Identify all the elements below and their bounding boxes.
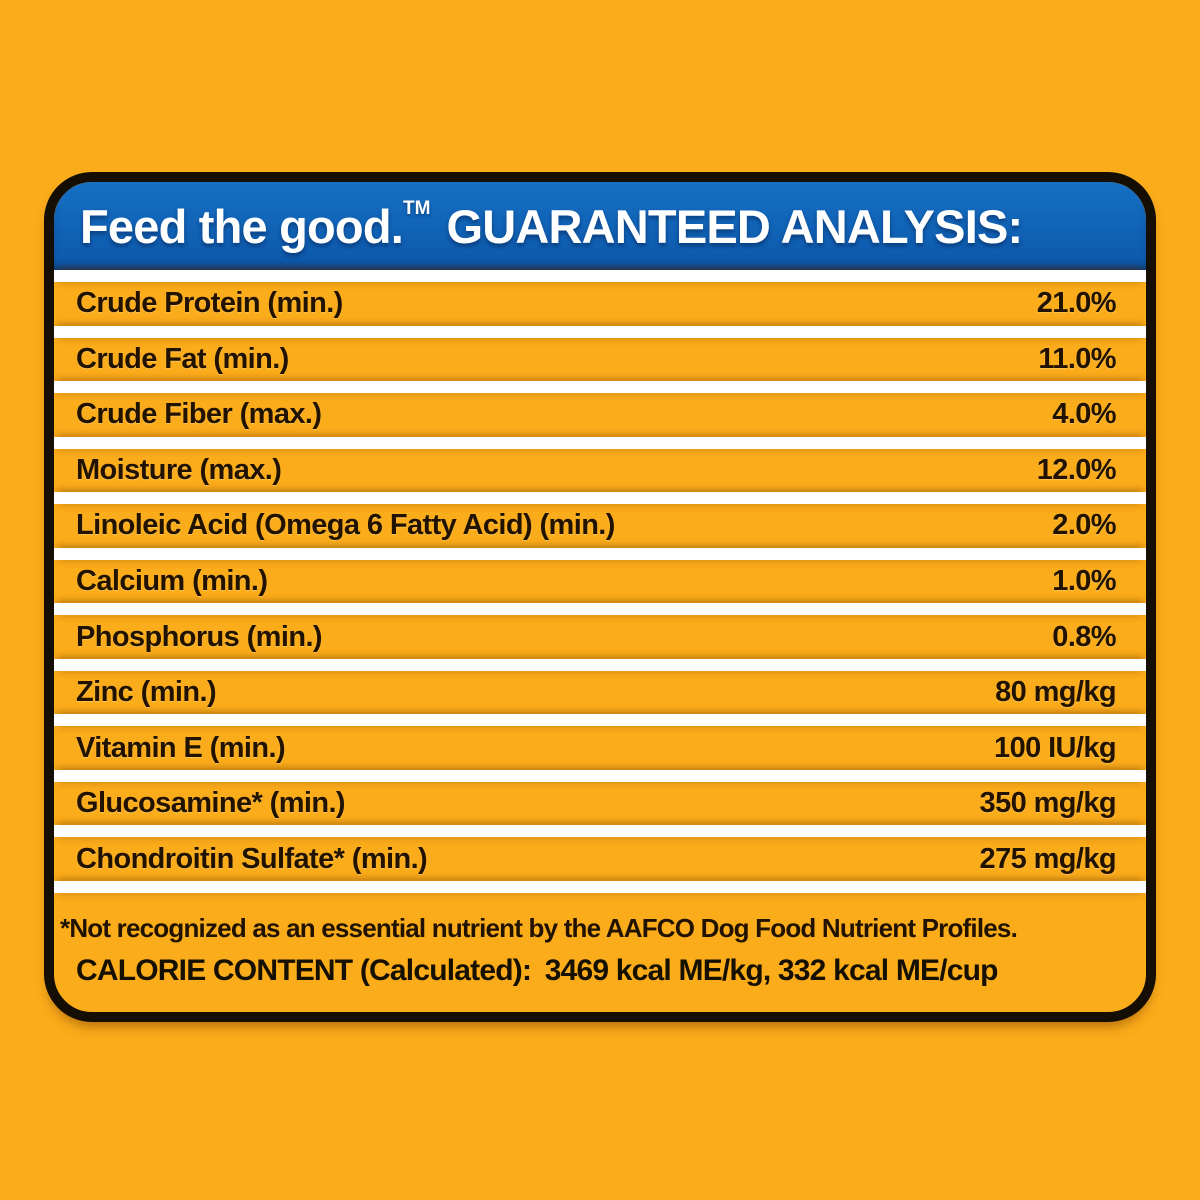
row-separator: [54, 714, 1146, 727]
analysis-row-crude-protein: Crude Protein (min.) 21.0%: [54, 282, 1146, 326]
analysis-row-phosphorus: Phosphorus (min.) 0.8%: [54, 615, 1146, 659]
nutrient-value: 275 mg/kg: [979, 842, 1117, 875]
analysis-row-crude-fiber: Crude Fiber (max.) 4.0%: [54, 393, 1146, 437]
analysis-row-moisture: Moisture (max.) 12.0%: [54, 449, 1146, 493]
nutrient-value: 1.0%: [1052, 565, 1116, 597]
row-separator: [54, 381, 1146, 394]
nutrient-label: Calcium (min.): [76, 565, 268, 597]
analysis-row-glucosamine: Glucosamine* (min.) 350 mg/kg: [54, 782, 1146, 826]
analysis-row-chondroitin-sulfate: Chondroitin Sulfate* (min.) 275 mg/kg: [54, 837, 1146, 881]
row-separator: [54, 658, 1146, 671]
row-separator: [54, 825, 1146, 838]
panel-footer: *Not recognized as an essential nutrient…: [54, 893, 1146, 1012]
trademark-symbol: TM: [403, 198, 431, 219]
nutrient-value: 21.0%: [1036, 287, 1117, 320]
nutrient-value: 0.8%: [1052, 620, 1116, 653]
analysis-row-zinc: Zinc (min.) 80 mg/kg: [54, 671, 1146, 715]
nutrient-value: 350 mg/kg: [979, 787, 1117, 820]
brand-slogan: Feed the good.: [80, 199, 404, 253]
nutrient-label: Chondroitin Sulfate* (min.): [76, 842, 428, 875]
nutrient-value: 80 mg/kg: [995, 676, 1117, 709]
calorie-content-line: CALORIE CONTENT (Calculated): 3469 kcal …: [60, 954, 1124, 988]
row-separator: [54, 492, 1146, 505]
analysis-row-calcium: Calcium (min.) 1.0%: [54, 560, 1146, 604]
nutrient-label: Crude Protein (min.): [76, 287, 343, 320]
nutrient-label: Crude Fiber (max.): [76, 398, 322, 431]
nutrient-label: Phosphorus (min.): [76, 620, 323, 653]
header-separator: [54, 270, 1146, 282]
nutrient-label: Linoleic Acid (Omega 6 Fatty Acid) (min.…: [76, 509, 615, 542]
nutrient-value: 11.0%: [1038, 342, 1116, 375]
panel-header: Feed the good. TM GUARANTEED ANALYSIS:: [54, 182, 1146, 270]
panel-title: GUARANTEED ANALYSIS:: [446, 199, 1023, 253]
guaranteed-analysis-panel: Feed the good. TM GUARANTEED ANALYSIS: C…: [44, 172, 1156, 1022]
nutrient-label: Glucosamine* (min.): [76, 787, 346, 820]
row-separator: [54, 603, 1146, 616]
row-separator: [54, 769, 1146, 782]
nutrient-label: Zinc (min.): [76, 676, 217, 709]
row-separator: [54, 547, 1146, 560]
footer-separator: [54, 881, 1146, 894]
nutrient-value: 2.0%: [1052, 509, 1116, 542]
nutrient-value: 4.0%: [1052, 398, 1116, 431]
analysis-row-crude-fat: Crude Fat (min.) 11.0%: [54, 338, 1146, 382]
calorie-content-label: CALORIE CONTENT (Calculated):: [76, 954, 532, 988]
calorie-content-value: 3469 kcal ME/kg, 332 kcal ME/cup: [544, 954, 999, 988]
nutrient-label: Moisture (max.): [76, 453, 282, 486]
analysis-row-vitamin-e: Vitamin E (min.) 100 IU/kg: [54, 726, 1146, 770]
nutrient-value: 12.0%: [1036, 453, 1117, 486]
nutrient-label: Crude Fat (min.): [76, 342, 289, 375]
nutrient-value: 100 IU/kg: [994, 731, 1117, 764]
nutrient-label: Vitamin E (min.): [76, 731, 286, 764]
row-separator: [54, 325, 1146, 338]
row-separator: [54, 436, 1146, 449]
aafco-footnote: *Not recognized as an essential nutrient…: [60, 913, 1018, 944]
analysis-row-linoleic-acid: Linoleic Acid (Omega 6 Fatty Acid) (min.…: [54, 504, 1146, 548]
